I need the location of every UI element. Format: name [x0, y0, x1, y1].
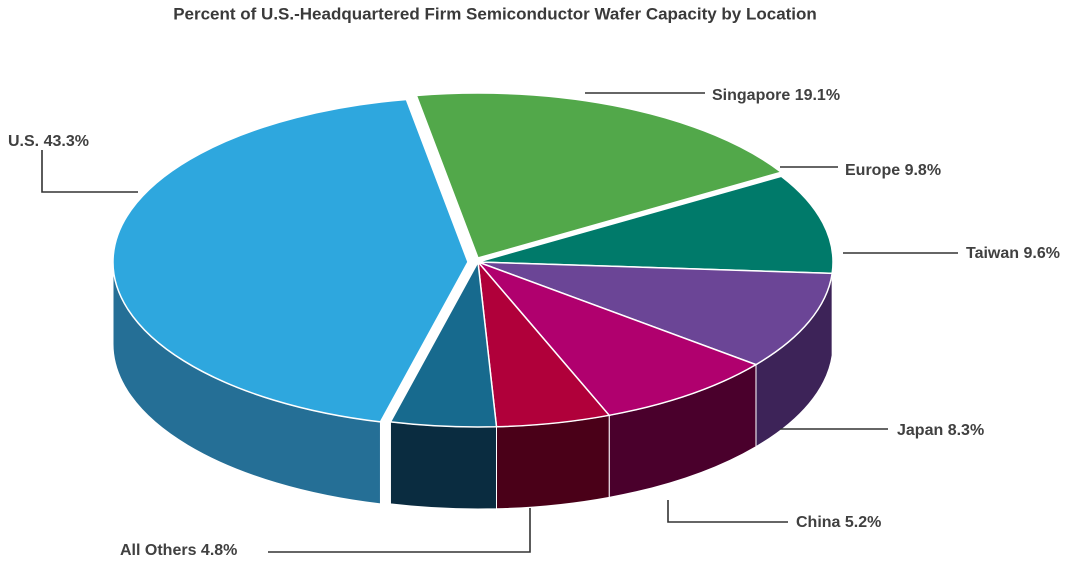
pie-slice — [475, 260, 758, 417]
value-label: 4.8% — [201, 542, 237, 559]
data-label: Singapore 19.1% — [712, 87, 840, 104]
data-label: China 5.2% — [796, 514, 881, 531]
slice-side — [495, 414, 610, 510]
chart-title: Percent of U.S.-Headquartered Firm Semic… — [173, 4, 817, 23]
data-label: Japan 8.3% — [897, 422, 984, 439]
pie-slice — [477, 175, 834, 275]
category-label: U.S. — [8, 133, 39, 150]
category-label: Europe — [845, 162, 900, 179]
data-label: All Others 4.8% — [120, 542, 237, 559]
data-label: Taiwan 9.6% — [966, 245, 1060, 262]
category-label: Singapore — [712, 87, 790, 104]
pie-slice — [389, 259, 498, 428]
value-label: 8.3% — [948, 422, 984, 439]
category-label: Japan — [897, 422, 943, 439]
value-label: 5.2% — [845, 514, 881, 531]
data-label: Europe 9.8% — [845, 162, 941, 179]
leader-line — [268, 508, 531, 553]
category-label: China — [796, 514, 841, 531]
category-label: Taiwan — [966, 245, 1019, 262]
leader-line — [667, 500, 788, 523]
data-label: U.S. 43.3% — [8, 133, 89, 150]
pie-tops — [112, 92, 834, 428]
leader-line — [41, 150, 138, 193]
value-label: 9.8% — [905, 162, 941, 179]
pie-slice — [112, 98, 469, 423]
value-label: 19.1% — [795, 87, 840, 104]
slice-side — [389, 421, 497, 510]
value-label: 9.6% — [1024, 245, 1060, 262]
pie-slice — [415, 92, 783, 259]
category-label: All Others — [120, 542, 197, 559]
value-label: 43.3% — [44, 133, 89, 150]
labels: U.S. 43.3% Singapore 19.1% Europe 9.8% Taiw… — [8, 87, 1060, 559]
pie-slice — [477, 261, 834, 366]
